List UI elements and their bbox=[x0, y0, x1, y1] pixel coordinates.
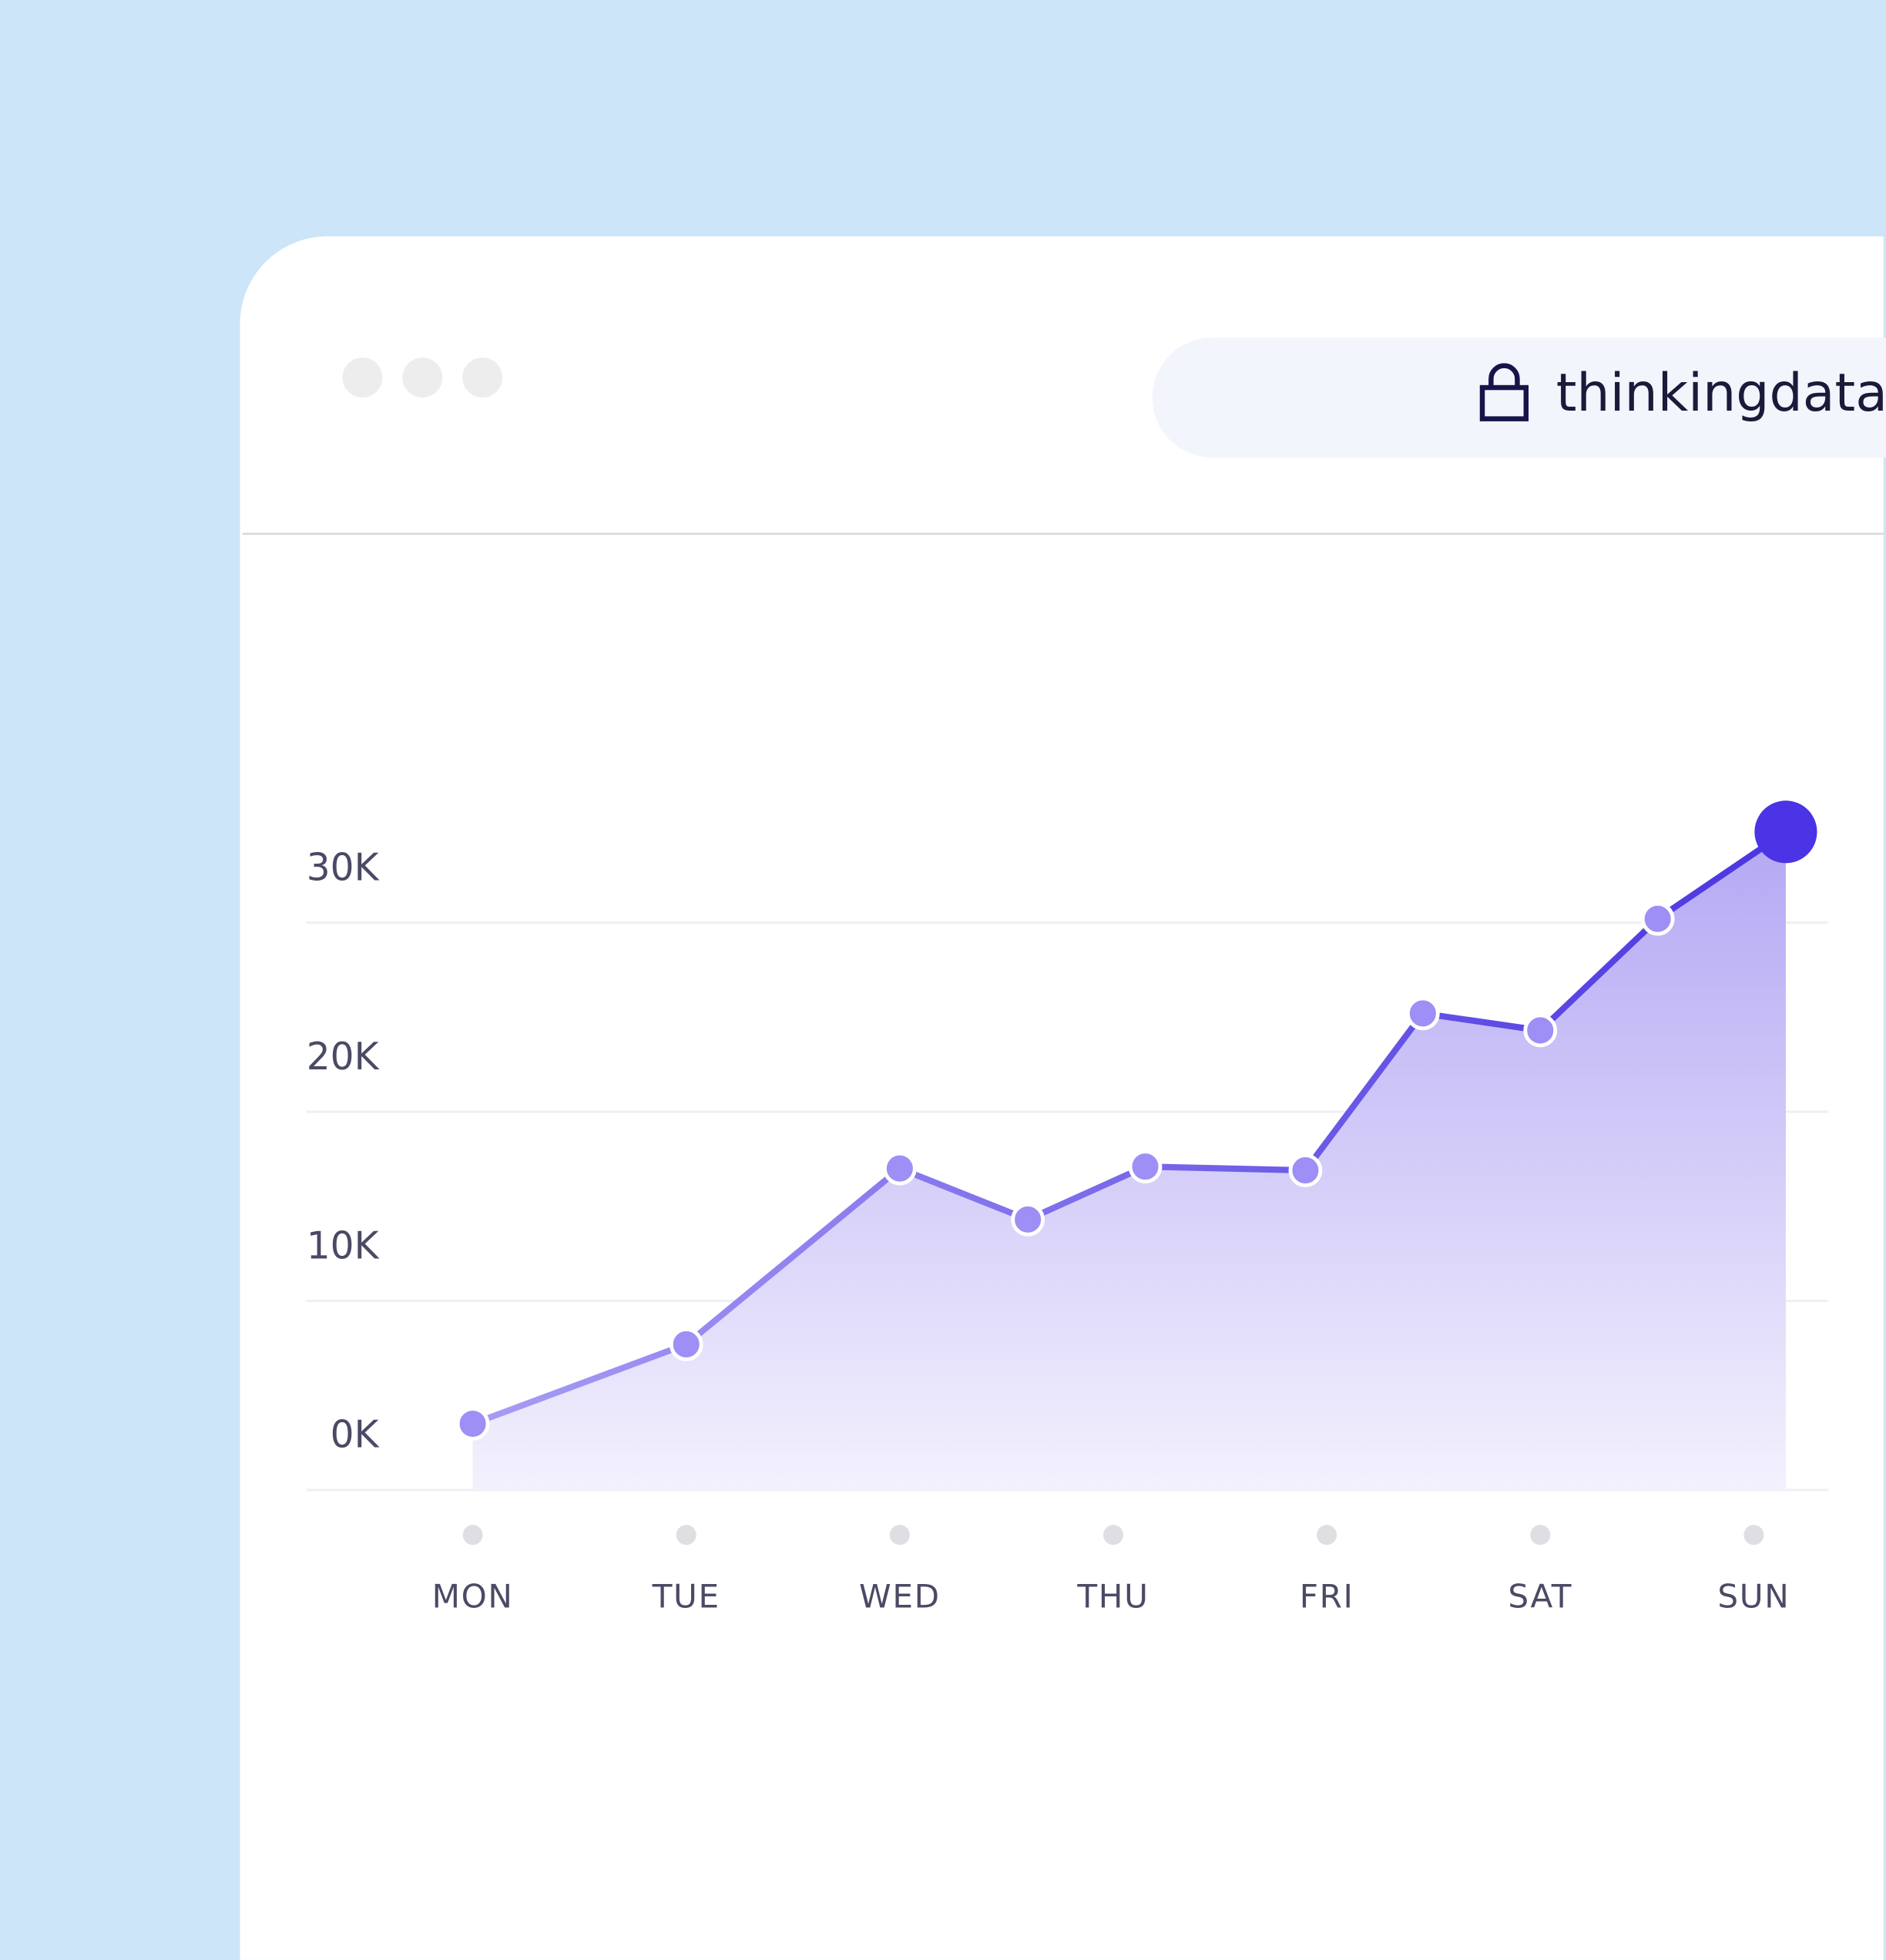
data-point bbox=[455, 1407, 490, 1441]
y-tick-label: 30K bbox=[307, 846, 380, 889]
x-tick-label: WED bbox=[859, 1578, 941, 1616]
url-text: thinkingdata. bbox=[1556, 363, 1886, 424]
chart: 0K 10K 20K 30K MON TUE WED THU FRI SAT SUN bbox=[306, 800, 1829, 1616]
x-tick-label: THU bbox=[1076, 1578, 1149, 1616]
x-tick-mark bbox=[889, 1525, 910, 1546]
data-point bbox=[669, 1327, 703, 1361]
x-tick-label: MON bbox=[432, 1578, 514, 1616]
window-dot[interactable] bbox=[402, 357, 443, 398]
data-point bbox=[1011, 1202, 1045, 1237]
data-point bbox=[1523, 1013, 1558, 1048]
data-point bbox=[1128, 1149, 1163, 1184]
line bbox=[472, 829, 1788, 1427]
window-dot[interactable] bbox=[342, 357, 383, 398]
y-tick-label: 10K bbox=[307, 1224, 380, 1267]
area bbox=[472, 831, 1786, 1490]
x-tick-mark bbox=[1743, 1525, 1764, 1546]
address-bar[interactable] bbox=[1152, 337, 1886, 458]
data-point bbox=[1288, 1153, 1323, 1187]
data-point bbox=[882, 1151, 917, 1186]
x-tick-label: TUE bbox=[652, 1578, 720, 1616]
data-point bbox=[1754, 800, 1817, 864]
data-point bbox=[1405, 996, 1440, 1031]
x-tick-label: FRI bbox=[1300, 1578, 1354, 1616]
x-tick-mark bbox=[1103, 1525, 1123, 1546]
y-tick-label: 0K bbox=[331, 1414, 380, 1457]
x-tick-mark bbox=[676, 1525, 696, 1546]
browser-window bbox=[240, 236, 1884, 1960]
x-tick-mark bbox=[1317, 1525, 1337, 1546]
x-tick-label: SUN bbox=[1717, 1578, 1790, 1616]
y-tick-label: 20K bbox=[307, 1035, 380, 1079]
x-tick-label: SAT bbox=[1508, 1578, 1572, 1616]
window-dot[interactable] bbox=[462, 357, 503, 398]
data-point bbox=[1640, 901, 1675, 936]
lock-icon bbox=[1479, 363, 1529, 421]
x-tick-mark bbox=[1530, 1525, 1551, 1546]
x-tick-mark bbox=[462, 1525, 483, 1546]
